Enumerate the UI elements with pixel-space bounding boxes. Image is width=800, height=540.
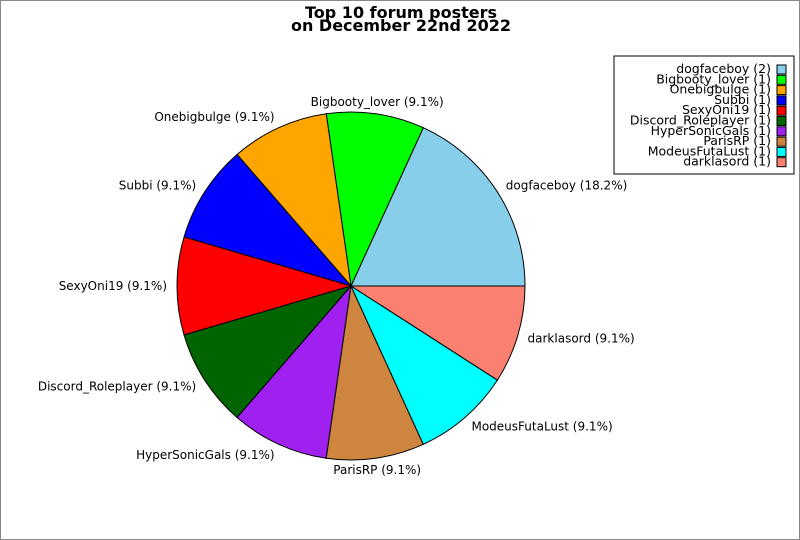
slice-label-dogfaceboy: dogfaceboy (18.2%) xyxy=(506,178,628,192)
pie-slice-hypersonicgals xyxy=(236,284,352,459)
legend-swatch-sexyoni19 xyxy=(776,105,787,116)
chart-title: Top 10 forum posters xyxy=(305,3,497,22)
pie-slice-darklasord xyxy=(349,285,526,381)
slice-label-parisrp: ParisRP (9.1%) xyxy=(333,463,421,477)
legend-swatch-hypersonicgals xyxy=(776,126,787,137)
legend-swatch-onebigbulge xyxy=(776,85,787,96)
legend-entry-dogfaceboy: dogfaceboy (2) xyxy=(676,61,771,76)
legend-swatch-subbi xyxy=(776,95,787,106)
pie-slices xyxy=(176,111,526,461)
pie-slice-modeusfutalust xyxy=(349,284,499,445)
pie-slice-bigbooty-lover xyxy=(325,111,424,288)
slice-label-modeusfutalust: ModeusFutaLust (9.1%) xyxy=(471,420,612,434)
pie-slice-dogfaceboy xyxy=(350,127,526,287)
legend-entry-hypersonicgals: HyperSonicGals (1) xyxy=(651,123,771,138)
legend-swatch-modeusfutalust xyxy=(776,146,787,157)
legend: dogfaceboy (2)Bigbooty_lover (1)Onebigbu… xyxy=(613,55,795,175)
legend-swatch-parisrp xyxy=(776,136,787,147)
slice-label-bigbooty-lover: Bigbooty_lover (9.1%) xyxy=(311,95,444,109)
pie-slice-parisrp xyxy=(325,284,424,461)
slice-labels: dogfaceboy (18.2%) Bigbooty_lover (9.1%) O… xyxy=(38,95,635,477)
legend-swatch-discord-roleplayer xyxy=(776,116,787,126)
legend-entry-bigbooty-lover: Bigbooty_lover (1) xyxy=(656,71,771,86)
legend-box xyxy=(613,55,795,175)
pie-slice-subbi xyxy=(183,153,353,287)
chart-subtitle: on December 22nd 2022 xyxy=(291,16,511,35)
pie-slice-discord-roleplayer xyxy=(183,285,353,419)
slice-label-darklasord: darklasord (9.1%) xyxy=(528,331,635,345)
legend-entry-discord-roleplayer: Discord_Roleplayer (1) xyxy=(630,113,771,128)
slice-label-subbi: Subbi (9.1%) xyxy=(119,178,196,192)
legend-entry-parisrp: ParisRP (1) xyxy=(703,133,771,148)
slice-label-discord-roleplayer: Discord_Roleplayer (9.1%) xyxy=(38,380,196,394)
legend-swatch-bigbooty-lover xyxy=(776,74,787,85)
legend-entry-modeusfutalust: ModeusFutaLust (1) xyxy=(648,143,771,158)
pie-slice-onebigbulge xyxy=(236,113,352,288)
slice-label-onebigbulge: Onebigbulge (9.1%) xyxy=(154,110,274,124)
legend-entry-onebigbulge: Onebigbulge (1) xyxy=(670,82,771,97)
legend-swatch-darklasord xyxy=(776,157,787,168)
legend-entry-darklasord: darklasord (1) xyxy=(683,154,771,169)
legend-entry-subbi: Subbi (1) xyxy=(714,92,771,107)
legend-swatch-dogfaceboy xyxy=(776,64,787,75)
legend-entry-sexyoni19: SexyOni19 (1) xyxy=(682,102,771,117)
slice-label-sexyoni19: SexyOni19 (9.1%) xyxy=(59,279,167,293)
slice-label-hypersonicgals: HyperSonicGals (9.1%) xyxy=(136,448,274,462)
pie-slice-sexyoni19 xyxy=(176,236,353,336)
